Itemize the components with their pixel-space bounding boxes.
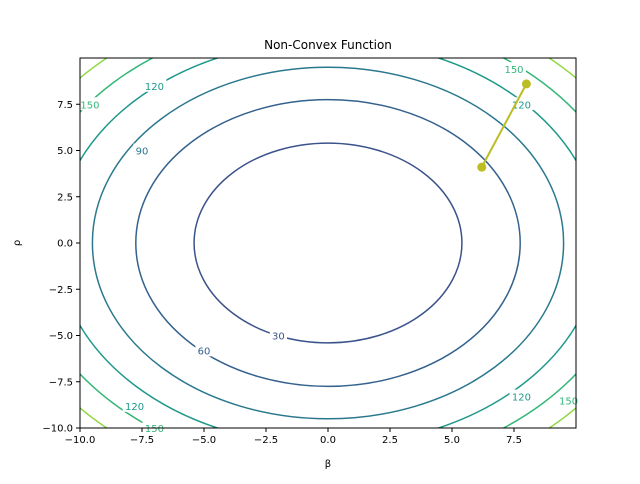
contour-label-bg	[195, 343, 213, 357]
contour-label: 150	[504, 65, 523, 76]
x-tick-label: 5.0	[444, 435, 460, 446]
x-tick-label: 0.0	[320, 435, 336, 446]
contour-label-bg	[133, 143, 151, 157]
x-axis-label: β	[325, 459, 331, 470]
x-tick-label: −2.5	[254, 435, 278, 446]
y-tick-label: −2.5	[49, 285, 73, 296]
contour-label: 90	[136, 147, 149, 158]
contour-label-bg	[502, 62, 526, 76]
path-line	[480, 83, 528, 168]
optimization-path	[477, 79, 531, 172]
contour-label-bg	[78, 97, 102, 111]
y-tick-label: 2.5	[57, 192, 73, 203]
path-point	[521, 79, 531, 89]
chart-title: Non-Convex Function	[264, 38, 392, 52]
contour-level-90	[91, 66, 565, 420]
y-tick-label: 5.0	[57, 146, 73, 157]
x-tick-label: −5.0	[192, 435, 216, 446]
x-tick-label: 2.5	[382, 435, 398, 446]
contour-level-150	[80, 58, 576, 428]
x-axis-ticks: −10.0 −7.5 −5.0 −2.5 0.0 2.5 5.0 7.5	[65, 428, 522, 446]
contour-label: 30	[272, 332, 285, 343]
x-tick-label: 7.5	[506, 435, 522, 446]
contour-label-bg	[509, 389, 534, 403]
contour-label-bg	[142, 78, 167, 92]
y-tick-label: −10.0	[42, 424, 73, 435]
contour-label-bg	[556, 393, 581, 407]
y-axis-label: ρ	[12, 240, 23, 246]
contour-label-bg	[509, 97, 534, 111]
contour-label-bg	[122, 398, 147, 412]
contour-label: 60	[198, 346, 211, 357]
y-axis-ticks: −10.0 −7.5 −5.0 −2.5 0.0 2.5 5.0 7.5	[42, 100, 80, 435]
contour-label: 120	[512, 100, 531, 111]
y-tick-label: 0.0	[57, 239, 73, 250]
x-tick-label: −10.0	[65, 435, 96, 446]
plot-frame	[79, 57, 577, 429]
contour-level-60	[135, 98, 521, 388]
y-tick-label: −5.0	[49, 331, 73, 342]
contour-label-bg	[269, 328, 287, 342]
contour-label: 120	[145, 82, 164, 93]
x-tick-label: −7.5	[130, 435, 154, 446]
contour-label: 120	[125, 402, 144, 413]
contour-label: 150	[80, 100, 99, 111]
path-point	[477, 162, 487, 172]
contour-label: 120	[512, 393, 531, 404]
contour-label: 150	[145, 424, 164, 435]
contour-level-30	[193, 142, 463, 344]
y-tick-label: 7.5	[57, 100, 73, 111]
contour-label: 150	[559, 396, 578, 407]
y-tick-label: −7.5	[49, 377, 73, 388]
